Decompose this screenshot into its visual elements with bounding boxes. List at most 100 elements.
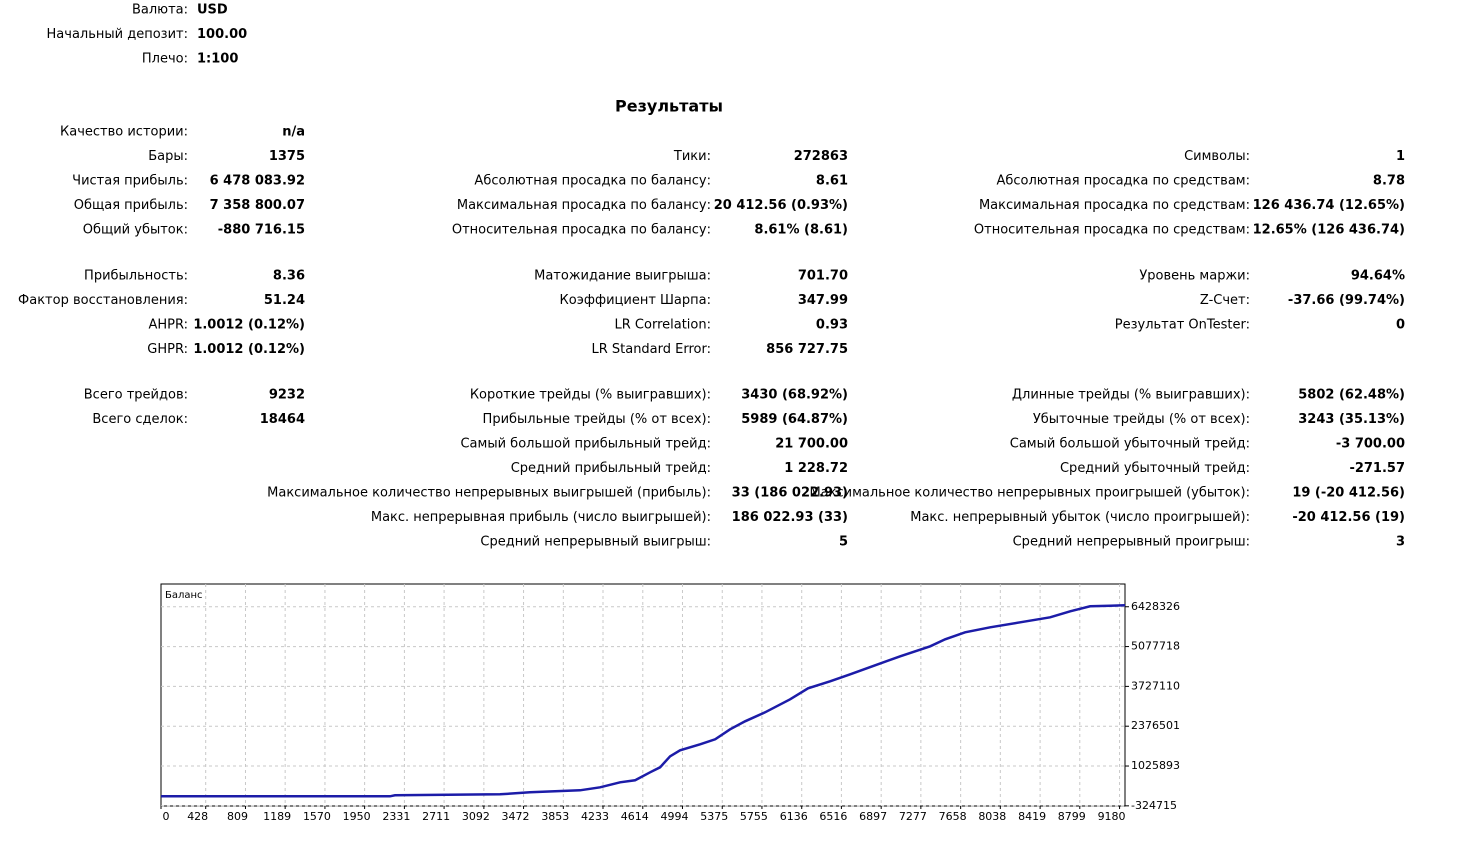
stat-label: Уровень маржи: <box>1139 269 1250 284</box>
stat-label: Общая прибыль: <box>74 198 188 213</box>
stat-label: LR Correlation: <box>615 318 711 333</box>
stat-label: Макс. непрерывная прибыль (число выигрыш… <box>371 510 711 525</box>
stat-label: GHPR: <box>147 342 188 357</box>
stat-value: 20 412.56 (0.93%) <box>714 198 848 213</box>
stat-value: n/a <box>282 125 305 140</box>
stat-label: Всего трейдов: <box>84 388 188 403</box>
header-label: Начальный депозит: <box>47 27 188 42</box>
x-tick-label: 1950 <box>343 810 371 823</box>
stat-label: Средний прибыльный трейд: <box>511 461 711 476</box>
results-title: Результаты <box>615 97 723 116</box>
stat-label: Средний непрерывный проигрыш: <box>1013 535 1250 550</box>
stat-value: -271.57 <box>1349 461 1405 476</box>
stat-value: 0.93 <box>816 318 848 333</box>
stat-label: Средний непрерывный выигрыш: <box>480 535 711 550</box>
balance-line <box>161 604 1126 798</box>
stat-label: Максимальное количество непрерывных выиг… <box>267 486 711 501</box>
stat-label: Максимальное количество непрерывных прои… <box>809 486 1250 501</box>
stat-label: Бары: <box>148 149 188 164</box>
x-tick-label: 6136 <box>780 810 808 823</box>
stat-label: Прибыльные трейды (% от всех): <box>483 412 711 427</box>
stat-label: Самый большой убыточный трейд: <box>1010 437 1250 452</box>
stat-value: 701.70 <box>798 269 848 284</box>
x-tick-label: 4233 <box>581 810 609 823</box>
stat-label: Тики: <box>673 149 711 164</box>
stat-value: 3 <box>1396 535 1405 550</box>
stat-value: 8.61% (8.61) <box>754 223 848 238</box>
stat-value: 12.65% (126 436.74) <box>1253 223 1405 238</box>
header-label: Валюта: <box>132 3 188 18</box>
stat-value: 21 700.00 <box>775 437 848 452</box>
stat-value: 8.61 <box>816 174 848 189</box>
header-label: Плечо: <box>142 52 188 67</box>
stat-label: Максимальная просадка по средствам: <box>979 198 1250 213</box>
stat-value: 94.64% <box>1351 269 1405 284</box>
x-tick-label: 5755 <box>740 810 768 823</box>
x-tick-label: 1570 <box>303 810 331 823</box>
stat-value: 9232 <box>269 388 305 403</box>
x-tick-label: 5375 <box>700 810 728 823</box>
stat-label: Макс. непрерывный убыток (число проигрыш… <box>910 510 1250 525</box>
x-tick-label: 7658 <box>939 810 967 823</box>
stat-label: Результат OnTester: <box>1115 318 1250 333</box>
stat-label: Абсолютная просадка по средствам: <box>996 174 1250 189</box>
y-tick-label: 1025893 <box>1131 759 1180 772</box>
stat-label: Короткие трейды (% выигравших): <box>470 388 711 403</box>
x-tick-label: 8038 <box>978 810 1006 823</box>
x-tick-label: 1189 <box>263 810 291 823</box>
stat-value: -880 716.15 <box>218 223 305 238</box>
stat-value: 272863 <box>794 149 848 164</box>
stat-value: 8.36 <box>273 269 305 284</box>
x-tick-label: 809 <box>227 810 248 823</box>
stat-label: Чистая прибыль: <box>72 174 188 189</box>
stat-value: 5802 (62.48%) <box>1298 388 1405 403</box>
stat-value: -20 412.56 (19) <box>1292 510 1405 525</box>
stat-value: 19 (-20 412.56) <box>1292 486 1405 501</box>
stat-value: 5 <box>839 535 848 550</box>
stat-label: Средний убыточный трейд: <box>1060 461 1250 476</box>
stat-label: AHPR: <box>148 318 188 333</box>
stat-value: 1 <box>1396 149 1405 164</box>
y-tick-label: 5077718 <box>1131 640 1180 653</box>
x-tick-label: 9180 <box>1098 810 1126 823</box>
stat-value: -37.66 (99.74%) <box>1288 293 1405 308</box>
stat-label: Длинные трейды (% выигравших): <box>1012 388 1250 403</box>
stat-label: LR Standard Error: <box>591 342 711 357</box>
stat-value: 51.24 <box>264 293 305 308</box>
x-tick-label: 2711 <box>422 810 450 823</box>
stat-value: 33 (186 022.93) <box>732 486 848 501</box>
stat-label: Относительная просадка по балансу: <box>452 223 711 238</box>
stat-value: 5989 (64.87%) <box>741 412 848 427</box>
x-tick-label: 6516 <box>819 810 847 823</box>
stat-label: Коэффициент Шарпа: <box>560 293 711 308</box>
stat-value: 1375 <box>269 149 305 164</box>
stat-value: 3430 (68.92%) <box>741 388 848 403</box>
x-tick-label: 428 <box>187 810 208 823</box>
stat-value: 347.99 <box>798 293 848 308</box>
stat-value: 3243 (35.13%) <box>1298 412 1405 427</box>
stat-label: Относительная просадка по средствам: <box>974 223 1250 238</box>
x-tick-label: 6897 <box>859 810 887 823</box>
stat-value: 0 <box>1396 318 1405 333</box>
y-tick-label: 6428326 <box>1131 600 1180 613</box>
header-value: 1:100 <box>197 52 238 67</box>
x-tick-label: 4614 <box>621 810 649 823</box>
stat-value: 186 022.93 (33) <box>732 510 848 525</box>
stat-label: Всего сделок: <box>92 412 188 427</box>
stat-value: 1.0012 (0.12%) <box>193 342 305 357</box>
stat-label: Максимальная просадка по балансу: <box>457 198 711 213</box>
stat-value: 1.0012 (0.12%) <box>193 318 305 333</box>
stat-label: Абсолютная просадка по балансу: <box>474 174 711 189</box>
stat-label: Прибыльность: <box>84 269 188 284</box>
y-tick-label: 3727110 <box>1131 679 1180 692</box>
y-tick-label: -324715 <box>1131 799 1177 812</box>
x-tick-label: 3092 <box>462 810 490 823</box>
stat-label: Общий убыток: <box>83 223 188 238</box>
stat-value: 126 436.74 (12.65%) <box>1253 198 1405 213</box>
x-tick-label: 2331 <box>382 810 410 823</box>
stat-value: 18464 <box>260 412 305 427</box>
stat-label: Z-Счет: <box>1200 293 1250 308</box>
stat-label: Фактор восстановления: <box>18 293 188 308</box>
